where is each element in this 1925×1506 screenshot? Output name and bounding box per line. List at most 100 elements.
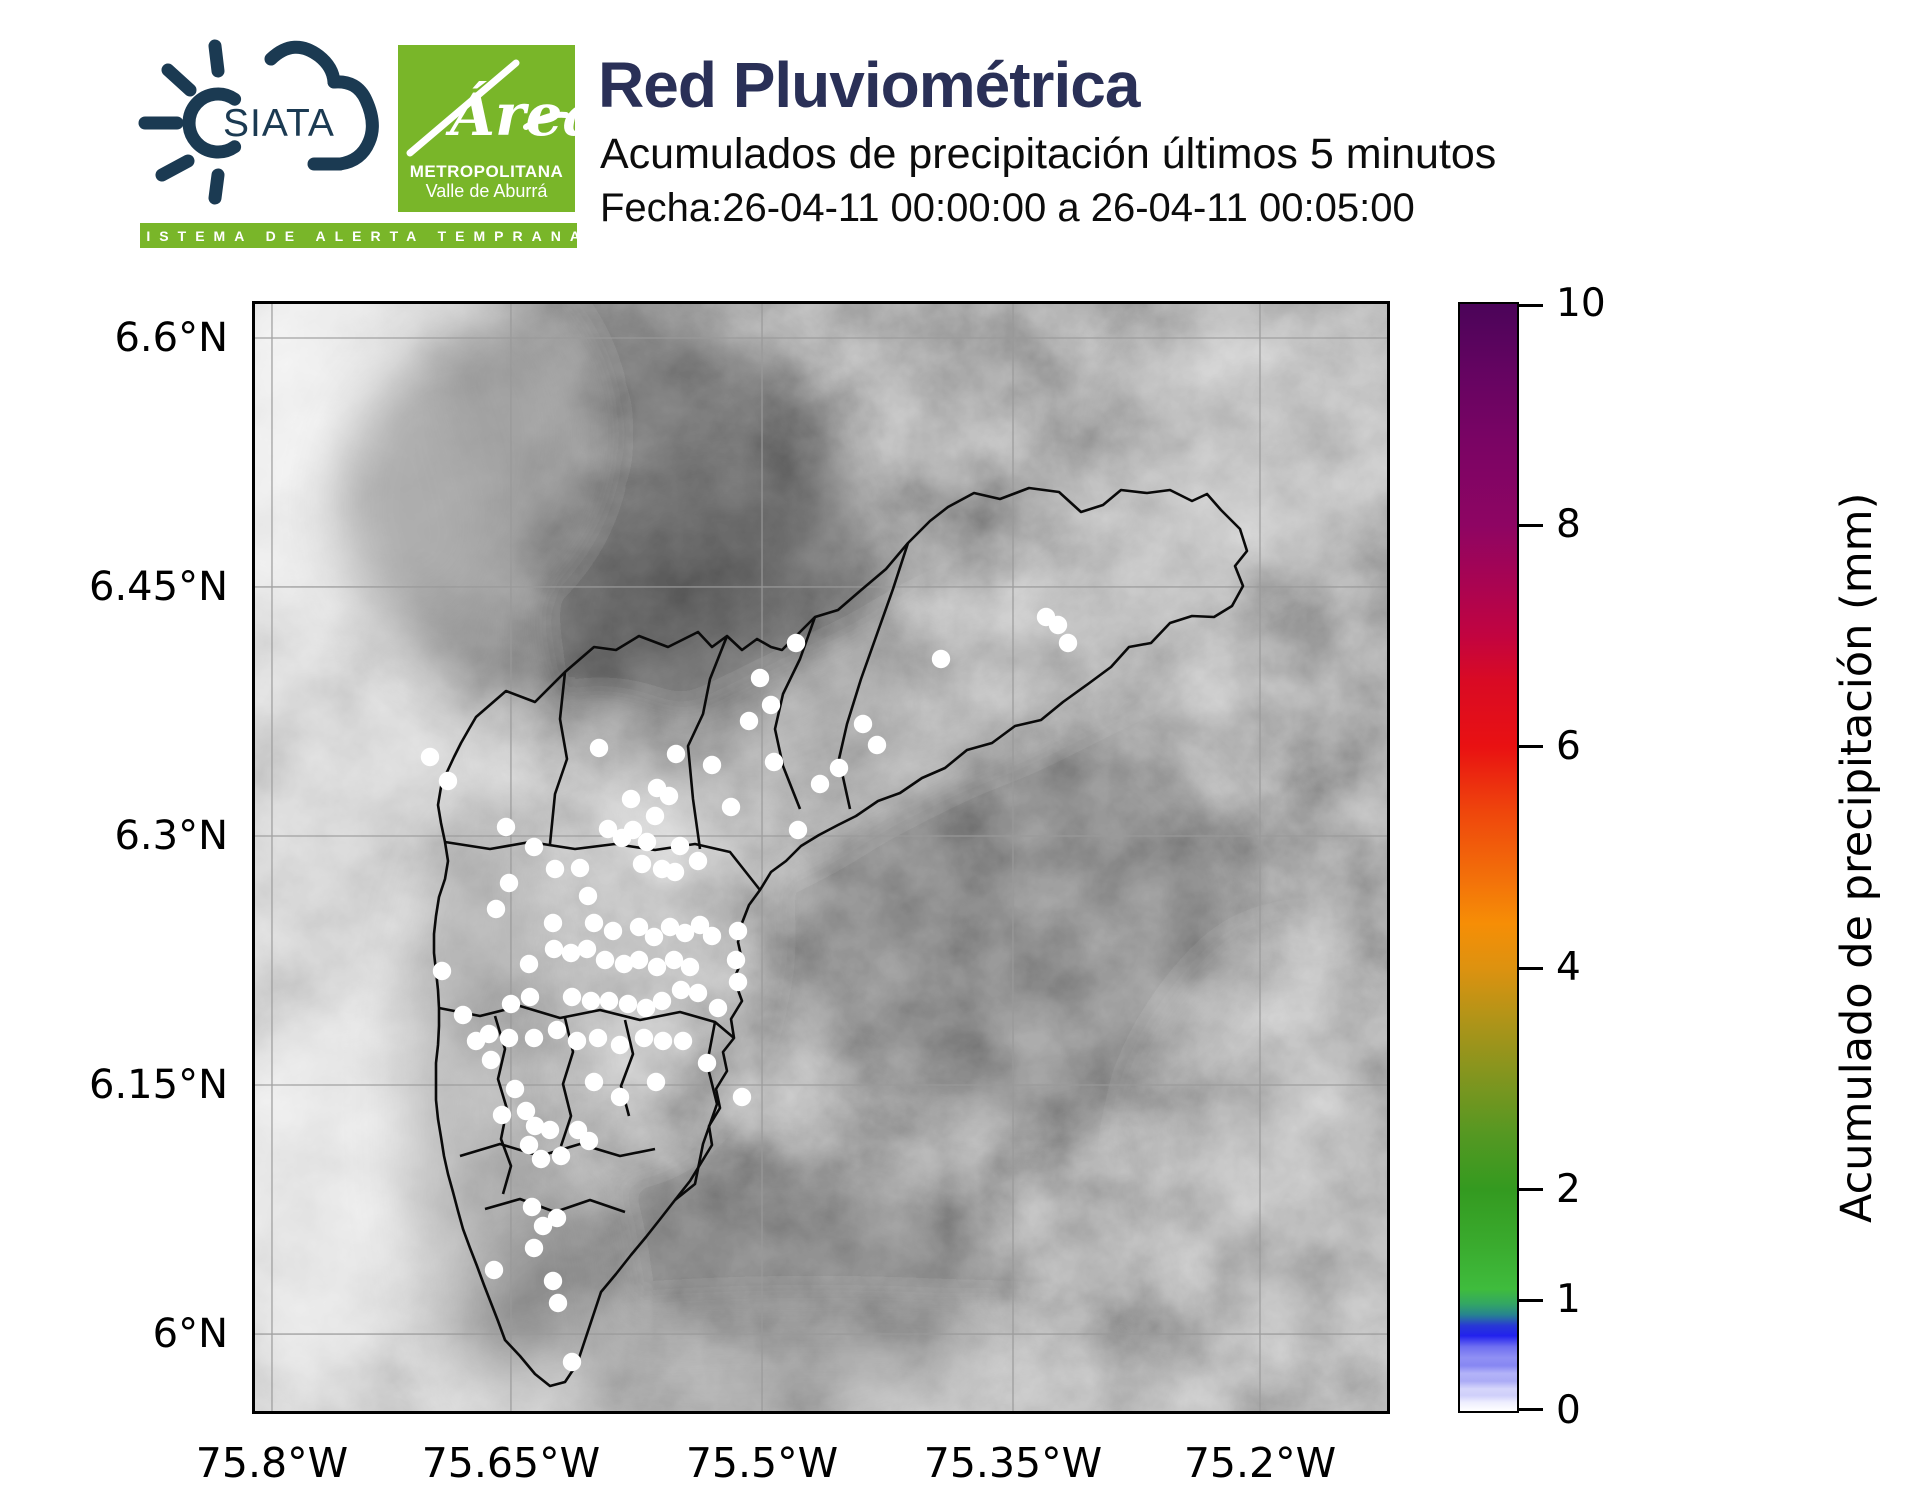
station-dot: [644, 927, 664, 947]
station-dot: [531, 1149, 551, 1169]
station-dot: [588, 1028, 608, 1048]
station-dot: [519, 954, 539, 974]
station-dot: [732, 1087, 752, 1107]
station-dot: [492, 1105, 512, 1125]
lat-tick-label: 6°N: [152, 1311, 228, 1358]
colorbar-tick-mark: [1517, 1298, 1543, 1302]
station-dot: [420, 747, 440, 767]
terrain-texture: [255, 304, 1387, 1411]
station-dot: [481, 1050, 501, 1070]
boundary-path: [548, 671, 569, 845]
lon-tick-label: 75.35°W: [923, 1439, 1103, 1487]
lat-tick-label: 6.6°N: [114, 314, 228, 361]
station-dot: [665, 862, 685, 882]
station-dot: [547, 1020, 567, 1040]
station-dot: [432, 961, 452, 981]
station-dot: [581, 991, 601, 1011]
station-dot: [479, 1024, 499, 1044]
colorbar-tick-label: 1: [1556, 1277, 1581, 1323]
station-dot: [484, 1260, 504, 1280]
station-dot: [697, 1053, 717, 1073]
station-dot: [666, 744, 686, 764]
station-dot: [561, 943, 581, 963]
station-dot: [629, 950, 649, 970]
station-dot: [562, 1352, 582, 1372]
lat-tick-label: 6.45°N: [89, 563, 228, 610]
lat-tick-label: 6.3°N: [114, 813, 228, 860]
colorbar-tick-label: 2: [1556, 1166, 1581, 1212]
station-dot: [567, 1031, 587, 1051]
station-dot: [636, 998, 656, 1018]
station-dot: [589, 738, 609, 758]
station-dot: [1058, 633, 1078, 653]
boundary-path: [438, 1004, 735, 1039]
station-dot: [540, 1120, 560, 1140]
station-dot: [547, 1208, 567, 1228]
station-dot: [646, 1072, 666, 1092]
station-dot: [516, 1101, 536, 1121]
siata-logo: SIATA: [138, 39, 379, 205]
station-dot: [675, 923, 695, 943]
station-dot: [548, 1293, 568, 1313]
date-range: Fecha:26-04-11 00:00:00 a 26-04-11 00:05…: [600, 186, 1415, 230]
station-dot: [543, 913, 563, 933]
station-dot: [570, 858, 590, 878]
station-dot: [690, 915, 710, 935]
station-dot: [764, 752, 784, 772]
lon-tick-label: 75.5°W: [685, 1439, 839, 1487]
colorbar-tick-label: 8: [1556, 502, 1581, 548]
station-dot: [702, 926, 722, 946]
colorbar-tick-mark: [1517, 304, 1543, 307]
terrain-map: [255, 304, 1387, 1411]
station-dot: [728, 921, 748, 941]
station-dot: [660, 917, 680, 937]
station-dot: [520, 987, 540, 1007]
station-dot: [702, 755, 722, 775]
station-dot: [829, 758, 849, 778]
station-dot: [610, 1087, 630, 1107]
station-dot: [637, 832, 657, 852]
station-dot: [652, 991, 672, 1011]
station-dot: [584, 1072, 604, 1092]
station-dot: [519, 1135, 539, 1155]
station-dot: [673, 1031, 693, 1051]
rain-gauge-stations: [420, 607, 1078, 1372]
station-dot: [614, 954, 634, 974]
area-metropolitana-logo: Área METROPOLITANA Valle de Aburrá: [398, 45, 575, 212]
area-logo-line1: METROPOLITANA: [409, 161, 564, 181]
station-dot: [853, 714, 873, 734]
station-dot: [524, 837, 544, 857]
colorbar-tick-label: 0: [1556, 1388, 1581, 1433]
station-dot: [598, 819, 618, 839]
station-dot: [501, 994, 521, 1014]
colorbar-tick-mark: [1517, 1188, 1543, 1192]
sat-banner: SISTEMA DE ALERTA TEMPRANA: [128, 223, 580, 248]
station-dot: [533, 1216, 553, 1236]
colorbar-tick-label: 10: [1556, 281, 1606, 326]
station-dot: [496, 817, 516, 837]
station-dot: [499, 1028, 519, 1048]
colorbar-tick-label: 4: [1556, 945, 1581, 991]
station-dot: [647, 957, 667, 977]
colorbar: [1457, 301, 1519, 1413]
lon-tick-label: 75.8°W: [195, 1439, 349, 1487]
colorbar-tick-mark: [1517, 1408, 1543, 1411]
station-dot: [623, 820, 643, 840]
station-dot: [810, 774, 830, 794]
station-dot: [761, 695, 781, 715]
colorbar-tick-mark: [1517, 745, 1543, 749]
station-dot: [577, 939, 597, 959]
station-dot: [453, 1005, 473, 1025]
station-dot: [551, 1146, 571, 1166]
station-dot: [525, 1116, 545, 1136]
station-dot: [499, 873, 519, 893]
station-dot: [671, 980, 691, 1000]
graticule: [255, 304, 1387, 1411]
station-dot: [584, 913, 604, 933]
station-dot: [618, 994, 638, 1014]
station-dot: [634, 1028, 654, 1048]
station-dot: [610, 1035, 630, 1055]
lat-tick-label: 6.15°N: [89, 1061, 228, 1108]
station-dot: [708, 998, 728, 1018]
